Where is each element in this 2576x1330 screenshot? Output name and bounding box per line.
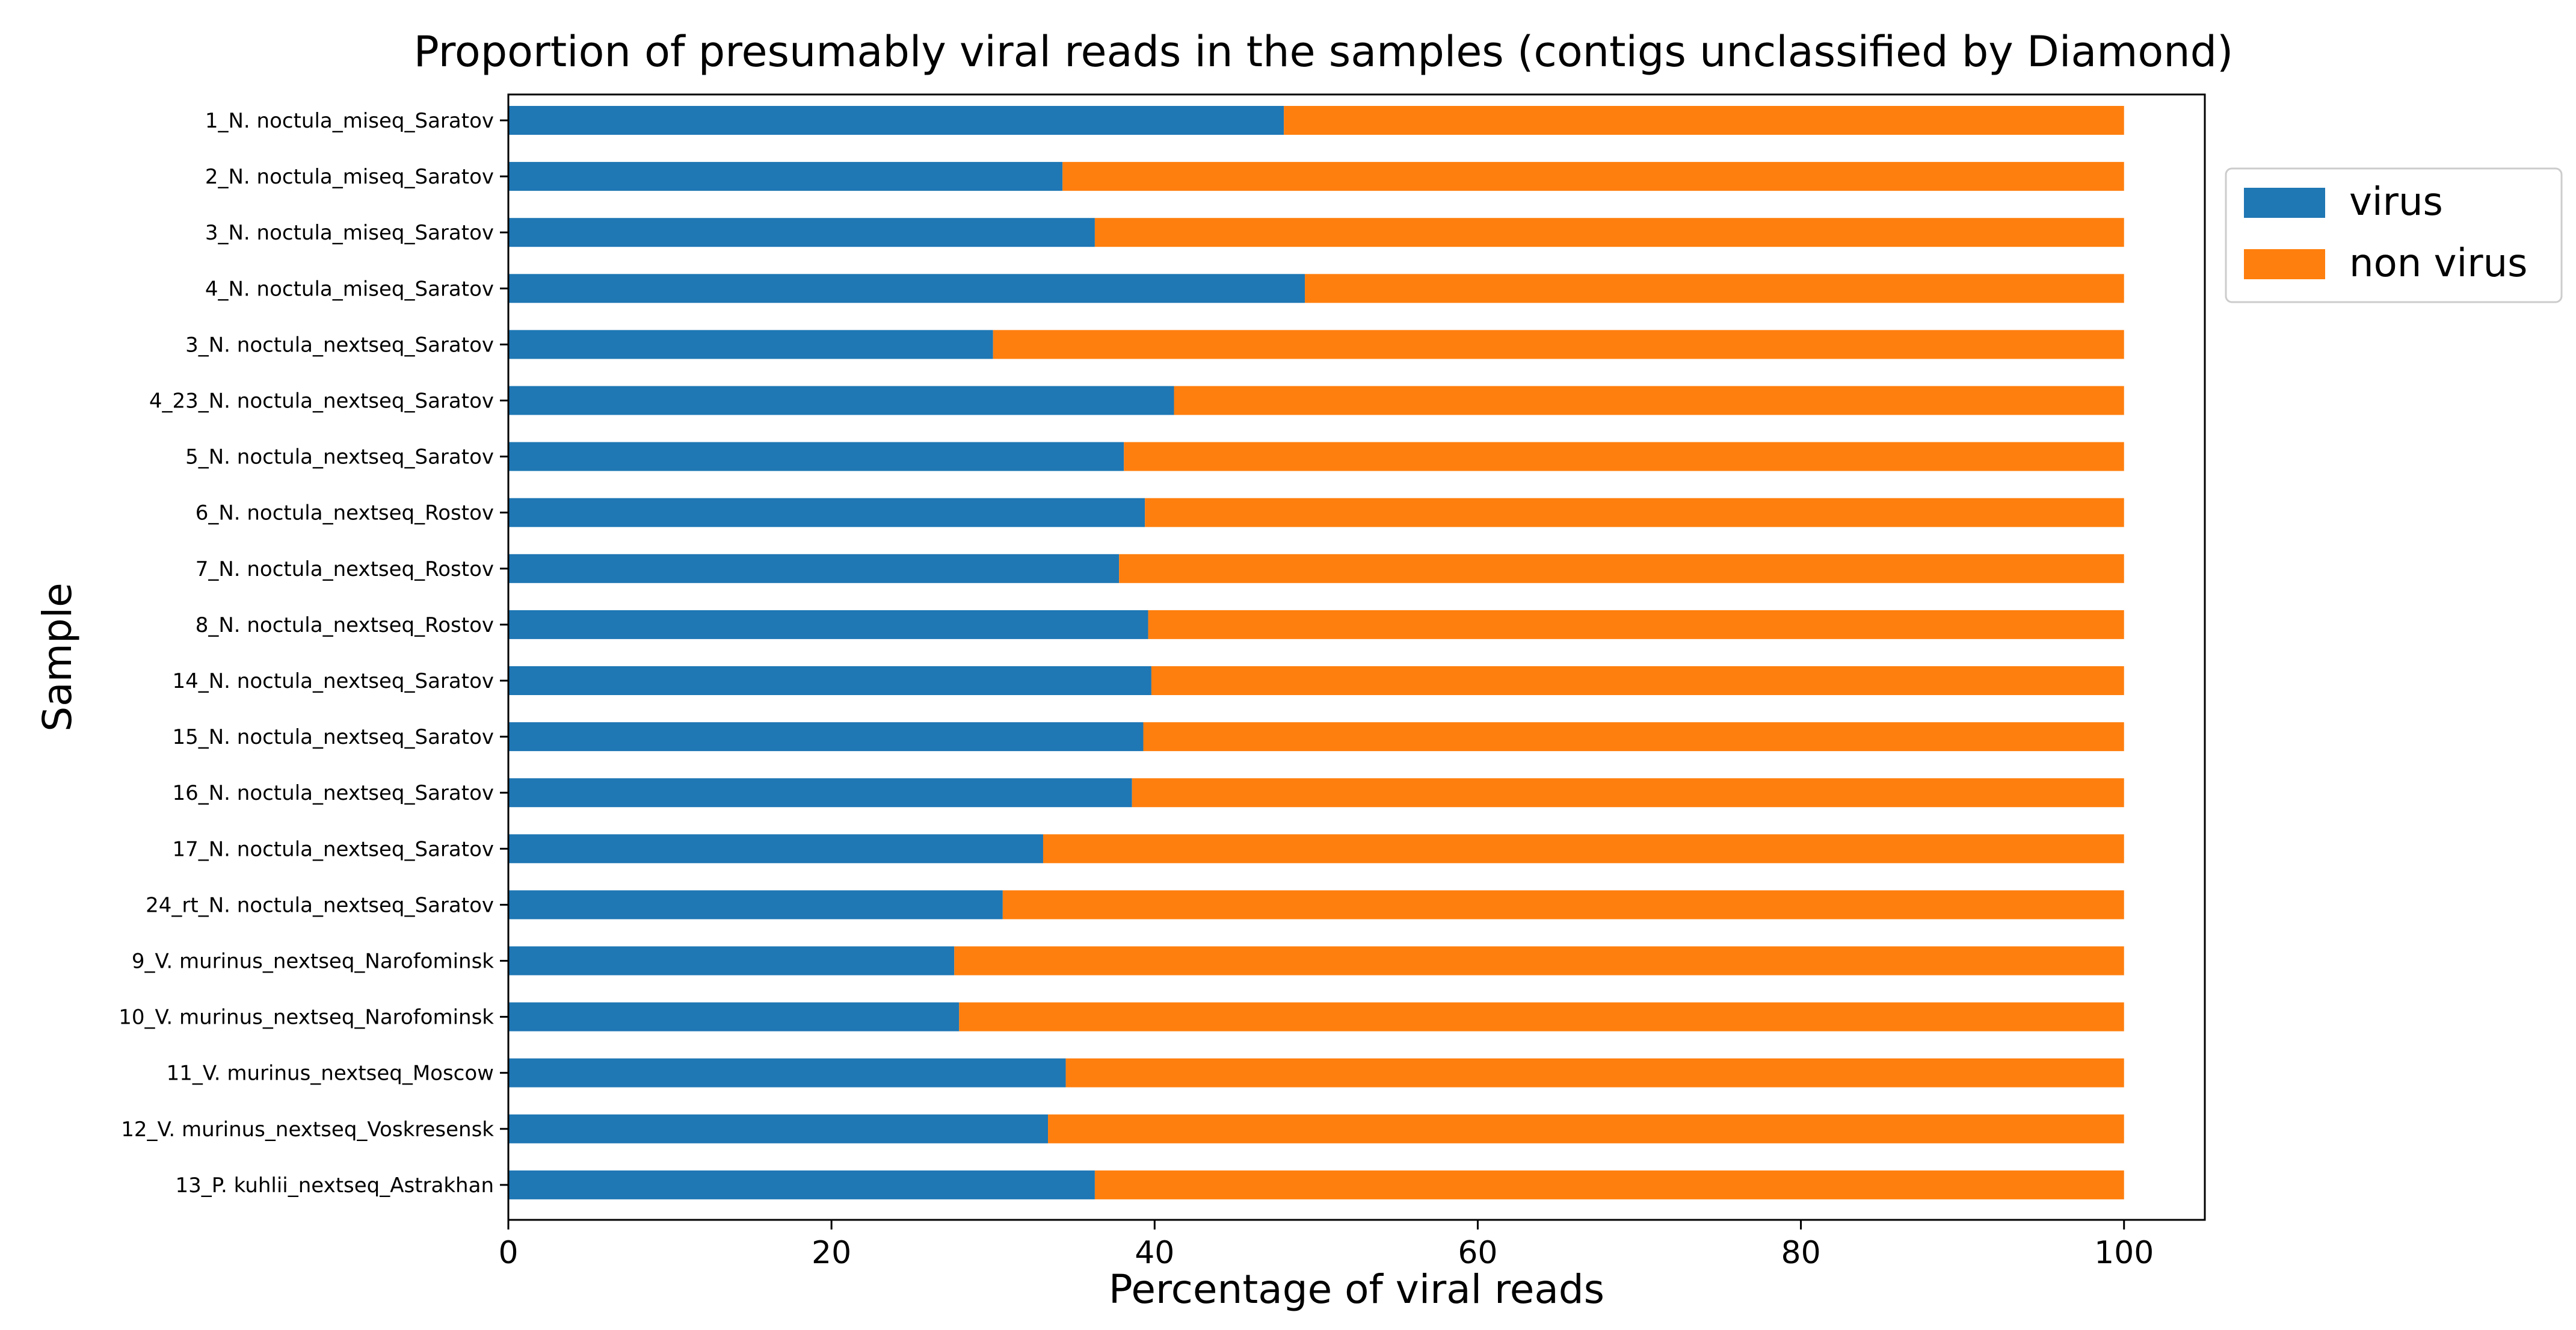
bar-virus-16	[508, 946, 955, 976]
bar-virus-12	[508, 722, 1144, 752]
y-tick-label-14: 17_N. noctula_nextseq_Saratov	[172, 837, 494, 861]
legend-swatch-virus	[2244, 188, 2325, 218]
bar-virus-5	[508, 330, 993, 359]
bar-virus-15	[508, 890, 1003, 920]
y-tick-label-7: 5_N. noctula_nextseq_Saratov	[185, 445, 494, 469]
bar-non-virus-1	[1284, 106, 2124, 135]
y-tick-label-11: 14_N. noctula_nextseq_Saratov	[172, 669, 494, 693]
legend: virus non virus	[2225, 167, 2563, 303]
y-tick-label-10: 8_N. noctula_nextseq_Rostov	[196, 613, 494, 637]
bar-non-virus-3	[1094, 218, 2124, 247]
bar-non-virus-15	[1002, 890, 2124, 920]
bar-virus-3	[508, 218, 1095, 247]
bar-virus-13	[508, 778, 1132, 808]
bar-non-virus-19	[1048, 1114, 2124, 1143]
y-axis-label: Sample	[34, 583, 81, 731]
y-tick-label-5: 3_N. noctula_nextseq_Saratov	[185, 333, 494, 357]
bar-non-virus-16	[954, 946, 2124, 976]
bar-non-virus-7	[1124, 442, 2124, 471]
legend-label-non-virus: non virus	[2349, 241, 2528, 286]
bar-virus-7	[508, 442, 1124, 471]
bar-non-virus-14	[1043, 834, 2124, 864]
bar-non-virus-8	[1145, 498, 2124, 527]
y-tick-label-17: 10_V. murinus_nextseq_Narofominsk	[119, 1006, 494, 1030]
bar-virus-4	[508, 274, 1305, 303]
bar-virus-10	[508, 610, 1148, 639]
chart-title: Proportion of presumably viral reads in …	[414, 27, 2234, 76]
y-tick-label-4: 4_N. noctula_miseq_Saratov	[205, 277, 494, 301]
x-tick-label-20: 20	[812, 1235, 851, 1271]
y-tick-label-15: 24_rt_N. noctula_nextseq_Saratov	[146, 893, 494, 917]
y-tick-label-1: 1_N. noctula_miseq_Saratov	[205, 109, 494, 133]
legend-label-virus: virus	[2349, 180, 2443, 224]
bar-non-virus-18	[1065, 1058, 2124, 1087]
y-tick-label-2: 2_N. noctula_miseq_Saratov	[205, 165, 494, 189]
bar-virus-1	[508, 106, 1284, 135]
y-tick-label-8: 6_N. noctula_nextseq_Rostov	[196, 501, 494, 525]
bar-virus-18	[508, 1058, 1066, 1087]
y-tick-label-6: 4_23_N. noctula_nextseq_Saratov	[149, 389, 494, 413]
bar-virus-20	[508, 1170, 1095, 1199]
bar-non-virus-5	[993, 330, 2124, 359]
y-tick-label-16: 9_V. murinus_nextseq_Narofominsk	[132, 950, 494, 974]
y-tick-label-18: 11_V. murinus_nextseq_Moscow	[167, 1062, 494, 1086]
bar-non-virus-2	[1062, 162, 2124, 191]
x-tick-label-0: 0	[498, 1235, 518, 1271]
legend-swatch-non-virus	[2244, 249, 2325, 279]
bar-virus-6	[508, 386, 1174, 415]
y-tick-label-19: 12_V. murinus_nextseq_Voskresensk	[121, 1118, 494, 1142]
x-axis-label: Percentage of viral reads	[1109, 1266, 1604, 1313]
y-tick-label-9: 7_N. noctula_nextseq_Rostov	[196, 557, 494, 581]
bar-virus-19	[508, 1114, 1049, 1143]
bar-non-virus-11	[1151, 666, 2124, 695]
bar-non-virus-17	[959, 1002, 2124, 1032]
y-tick-labels: 1_N. noctula_miseq_Saratov 2_N. noctula_m…	[119, 109, 508, 1198]
x-tick-label-100: 100	[2094, 1235, 2154, 1271]
x-tick-label-40: 40	[1135, 1235, 1174, 1271]
y-tick-label-12: 15_N. noctula_nextseq_Saratov	[172, 725, 494, 749]
plot-area-frame	[507, 93, 2206, 1221]
bar-virus-11	[508, 666, 1151, 695]
bar-non-virus-6	[1174, 386, 2124, 415]
y-tick-label-13: 16_N. noctula_nextseq_Saratov	[172, 781, 494, 805]
bar-non-virus-12	[1143, 722, 2124, 752]
bar-non-virus-9	[1119, 554, 2124, 583]
x-ticks: 0 20 40 60 80 100	[498, 1220, 2154, 1271]
bar-non-virus-10	[1148, 610, 2124, 639]
bar-non-virus-13	[1132, 778, 2124, 808]
bar-virus-17	[508, 1002, 960, 1032]
bar-virus-14	[508, 834, 1043, 864]
bar-non-virus-4	[1305, 274, 2124, 303]
bars-group	[508, 106, 2124, 1199]
bar-virus-8	[508, 498, 1145, 527]
bar-virus-2	[508, 162, 1063, 191]
bar-non-virus-20	[1094, 1170, 2124, 1199]
bar-virus-9	[508, 554, 1120, 583]
x-tick-label-80: 80	[1781, 1235, 1820, 1271]
y-tick-label-3: 3_N. noctula_miseq_Saratov	[205, 221, 494, 245]
x-tick-label-60: 60	[1458, 1235, 1497, 1271]
y-tick-label-20: 13_P. kuhlii_nextseq_Astrakhan	[176, 1174, 494, 1198]
